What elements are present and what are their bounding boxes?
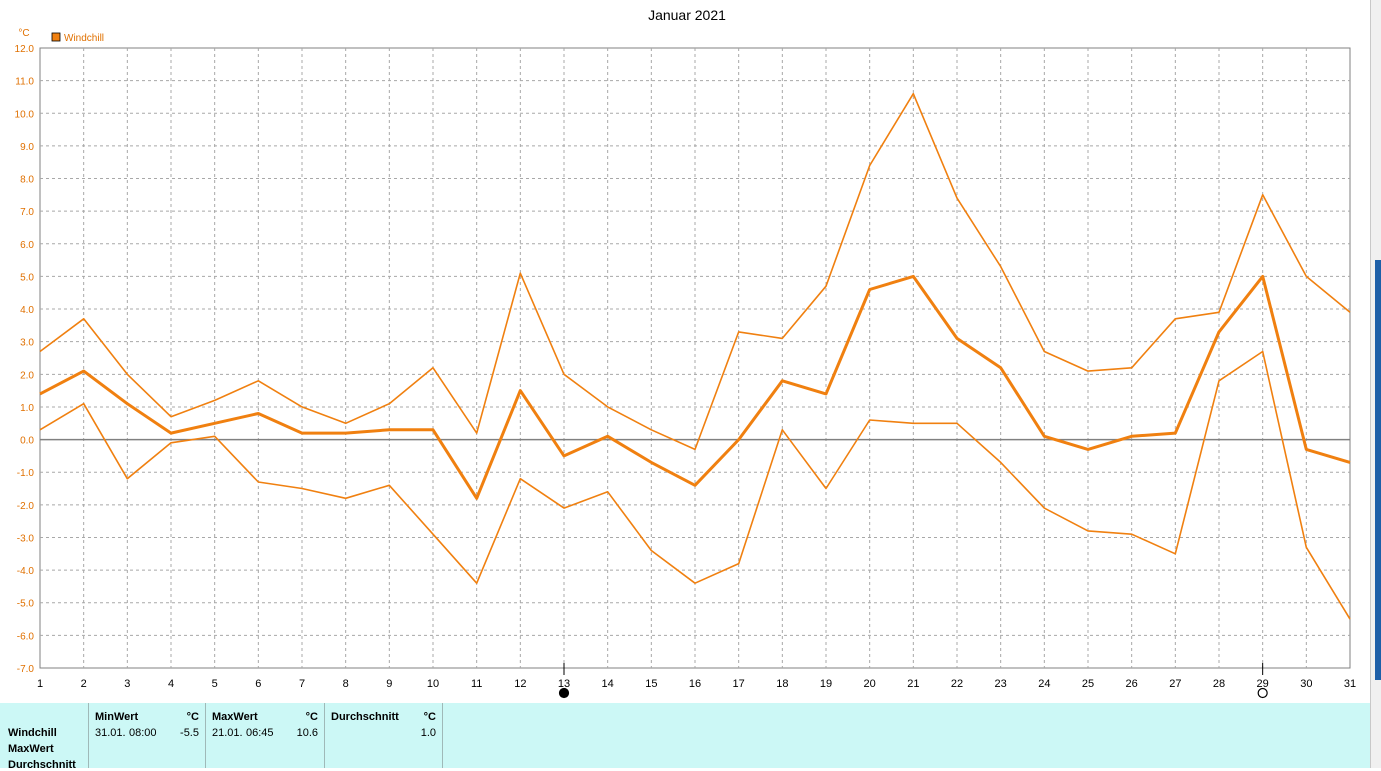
x-tick-label: 4: [168, 678, 174, 690]
statistics-panel: Windchill MaxWert Durchschnitt MinWert °…: [0, 703, 1370, 771]
x-tick-label: 10: [427, 678, 439, 690]
full-moon-icon: [1257, 687, 1268, 699]
x-tick-label: 24: [1038, 678, 1050, 690]
y-tick-labels: 12.0 11.0 10.0 9.0 8.0 7.0 6.0 5.0 4.0 3.0 2.0 1.0 0…: [15, 44, 35, 675]
x-tick-labels: 1 2 3 4 5 6 7 8 9 10 11 12 13 14 15 16 17 18 19 20 21 22 23 24 2…: [37, 678, 1356, 690]
window-edge: [1370, 0, 1381, 768]
series-line-avg: [39, 274, 1351, 500]
legend-swatch: [51, 32, 61, 42]
y-tick-label: 6.0: [20, 240, 34, 251]
x-tick-label: 31: [1344, 678, 1356, 690]
min-header: MinWert: [95, 711, 139, 723]
avg-unit: °C: [423, 711, 436, 723]
x-tick-label: 20: [864, 678, 876, 690]
x-tick-label: 7: [299, 678, 305, 690]
max-unit: °C: [305, 711, 318, 723]
y-tick-label: -1.0: [17, 468, 35, 479]
series-lines: [39, 92, 1351, 620]
min-date: 31.01.: [95, 727, 126, 739]
min-value: -5.5: [180, 727, 199, 739]
desktop-strip: [1375, 260, 1381, 680]
min-time: 08:00: [129, 727, 157, 739]
x-tick-label: 3: [124, 678, 130, 690]
row-label-windchill: Windchill: [8, 727, 57, 739]
x-tick-label: 17: [733, 678, 745, 690]
x-tick-label: 28: [1213, 678, 1225, 690]
x-tick-label: 14: [602, 678, 614, 690]
series-line-max: [39, 92, 1351, 451]
x-tick-label: 23: [995, 678, 1007, 690]
x-tick-label: 5: [212, 678, 218, 690]
max-column: MaxWert °C 21.01. 06:45 10.6: [205, 703, 324, 768]
x-tick-label: 6: [255, 678, 261, 690]
x-tick-label: 26: [1126, 678, 1138, 690]
legend-entry: Windchill: [64, 33, 104, 44]
x-tick-label: 22: [951, 678, 963, 690]
moon-markers: [558, 663, 1268, 699]
x-tick-label: 13: [558, 678, 570, 690]
y-tick-label: 2.0: [20, 370, 34, 381]
new-moon-icon: [558, 687, 570, 699]
y-tick-label: 10.0: [15, 109, 35, 120]
max-date: 21.01.: [212, 727, 243, 739]
y-axis-unit: °C: [18, 28, 29, 39]
x-tick-label: 12: [514, 678, 526, 690]
x-tick-label: 15: [645, 678, 657, 690]
min-unit: °C: [186, 711, 199, 723]
y-tick-label: -2.0: [17, 501, 35, 512]
y-tick-label: -6.0: [17, 631, 35, 642]
x-tick-label: 16: [689, 678, 701, 690]
min-column: MinWert °C 31.01. 08:00 -5.5: [88, 703, 205, 768]
x-tick-label: 2: [81, 678, 87, 690]
x-tick-label: 30: [1300, 678, 1312, 690]
y-tick-label: -5.0: [17, 599, 35, 610]
x-tick-label: 11: [471, 678, 482, 690]
chart-title: Januar 2021: [648, 7, 726, 23]
max-header: MaxWert: [212, 711, 258, 723]
avg-column: Durchschnitt °C 1.0: [324, 703, 443, 768]
y-tick-label: 11.0: [15, 77, 34, 88]
windchill-chart: Januar 2021 °C Windchill 1 2 3 4 5 6 7 8 9 10 11 12…: [15, 7, 1356, 699]
x-tick-label: 18: [776, 678, 788, 690]
y-tick-label: 4.0: [20, 305, 34, 316]
x-tick-label: 1: [37, 678, 43, 690]
max-value: 10.6: [296, 727, 318, 739]
y-tick-label: 5.0: [20, 272, 34, 283]
x-tick-label: 25: [1082, 678, 1094, 690]
y-tick-label: 3.0: [20, 338, 34, 349]
y-tick-label: -4.0: [17, 566, 35, 577]
x-tick-label: 29: [1257, 678, 1269, 690]
x-tick-label: 9: [386, 678, 392, 690]
x-tick-label: 19: [820, 678, 832, 690]
y-tick-label: 1.0: [20, 403, 34, 414]
y-tick-label: 9.0: [20, 142, 34, 153]
y-tick-label: 8.0: [20, 175, 34, 186]
avg-header: Durchschnitt: [331, 711, 399, 723]
y-tick-label: -3.0: [17, 533, 35, 544]
grid: [39, 47, 1351, 669]
y-tick-label: 12.0: [15, 44, 35, 55]
row-label-maxwert: MaxWert: [8, 743, 54, 755]
y-tick-label: 0.0: [20, 436, 34, 447]
row-label-durchschnitt: Durchschnitt: [8, 759, 76, 771]
y-tick-label: -7.0: [17, 664, 35, 675]
y-tick-label: 7.0: [20, 207, 34, 218]
x-tick-label: 21: [907, 678, 919, 690]
series-line-min: [39, 350, 1351, 620]
avg-value: 1.0: [420, 727, 436, 739]
x-tick-label: 27: [1169, 678, 1181, 690]
max-time: 06:45: [246, 727, 274, 739]
x-tick-label: 8: [343, 678, 349, 690]
